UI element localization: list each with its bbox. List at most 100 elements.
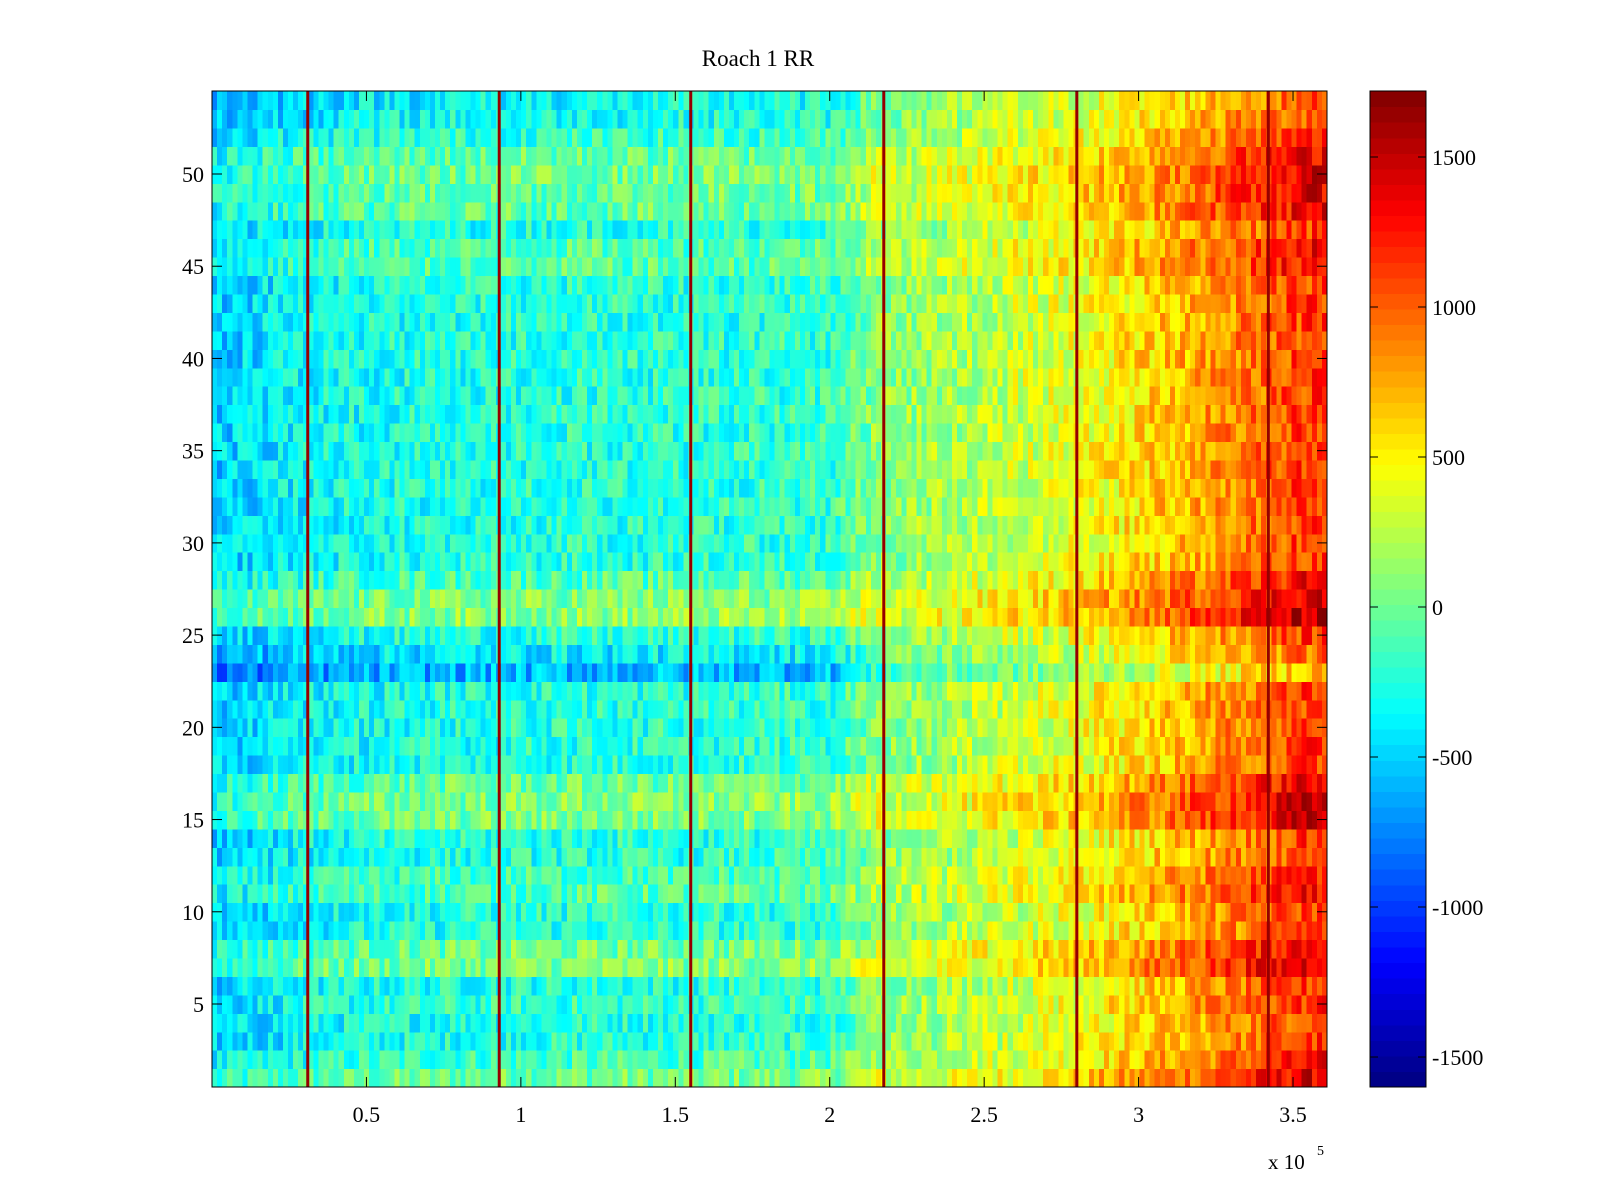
heatmap-cell [820, 1068, 826, 1088]
heatmap-cell [1017, 699, 1024, 719]
heatmap-cell [566, 1068, 573, 1088]
heatmap-cell [571, 994, 578, 1014]
heatmap-cell [546, 884, 553, 904]
heatmap-cell [348, 662, 355, 682]
heatmap-cell [810, 699, 816, 719]
heatmap-cell [957, 1050, 963, 1070]
heatmap-cell [1098, 939, 1105, 959]
heatmap-cell [972, 847, 978, 867]
heatmap-cell [987, 662, 994, 682]
heatmap-cell [1124, 1068, 1130, 1088]
heatmap-cell [217, 865, 223, 885]
heatmap-cell [734, 921, 740, 941]
heatmap-cell [825, 736, 831, 756]
heatmap-cell [318, 884, 325, 904]
heatmap-cell [1048, 921, 1054, 941]
heatmap-cell [440, 921, 446, 941]
heatmap-cell [490, 976, 497, 996]
heatmap-cell [1256, 865, 1262, 885]
heatmap-cell [840, 865, 847, 885]
heatmap-cell [303, 921, 309, 941]
heatmap-cell [1164, 902, 1171, 922]
heatmap-cell [1033, 1068, 1039, 1088]
heatmap-cell [597, 699, 603, 719]
heatmap-cell [374, 1068, 380, 1088]
heatmap-cell [1119, 902, 1125, 922]
heatmap-cell [840, 939, 847, 959]
heatmap-cell [840, 976, 847, 996]
heatmap-cell [358, 810, 365, 830]
heatmap-cell [739, 1031, 745, 1051]
heatmap-cell [1271, 755, 1277, 775]
heatmap-cell [901, 939, 907, 959]
heatmap-cell [647, 1050, 654, 1070]
heatmap-cell [658, 1013, 664, 1033]
heatmap-cell [865, 865, 872, 885]
heatmap-cell [1007, 810, 1014, 830]
heatmap-cell [394, 1050, 401, 1070]
heatmap-cell [647, 1031, 654, 1051]
heatmap-cell [1083, 1068, 1090, 1088]
heatmap-cell [652, 884, 659, 904]
heatmap-cell [1048, 1068, 1054, 1088]
heatmap-cell [1134, 810, 1141, 830]
heatmap-cell [1078, 736, 1085, 756]
heatmap-cell [1098, 1031, 1105, 1051]
heatmap-cell [1053, 1050, 1059, 1070]
heatmap-cell [906, 773, 913, 793]
heatmap-cell [723, 1068, 730, 1088]
heatmap-cell [1104, 681, 1110, 701]
heatmap-cell [561, 994, 568, 1014]
heatmap-cell [1276, 1050, 1282, 1070]
heatmap-cell [1124, 1031, 1130, 1051]
heatmap-cell [663, 902, 669, 922]
heatmap-cell [313, 865, 320, 885]
heatmap-cell [870, 1068, 877, 1088]
heatmap-cell [744, 847, 750, 867]
heatmap-cell [1033, 994, 1039, 1014]
heatmap-cell [698, 699, 705, 719]
heatmap-cell [1124, 755, 1130, 775]
heatmap-cell [967, 884, 973, 904]
heatmap-cell [389, 994, 396, 1014]
heatmap-cell [1007, 828, 1014, 848]
heatmap-cell [511, 847, 517, 867]
heatmap-cell [820, 1050, 826, 1070]
heatmap-cell [318, 736, 325, 756]
heatmap-cell [1215, 939, 1222, 959]
heatmap-cell [1301, 847, 1308, 867]
heatmap-cell [561, 865, 568, 885]
heatmap-cell [546, 847, 553, 867]
heatmap-cell [379, 681, 385, 701]
heatmap-cell [364, 1050, 370, 1070]
heatmap-cell [997, 1013, 1004, 1033]
heatmap-cell [744, 828, 750, 848]
heatmap-cell [212, 884, 218, 904]
heatmap-cell [1291, 773, 1298, 793]
heatmap-cell [551, 810, 558, 830]
heatmap-cell [1225, 828, 1232, 848]
heatmap-cell [1149, 718, 1156, 738]
heatmap-cell [896, 921, 902, 941]
heatmap-cell [1109, 847, 1115, 867]
heatmap-cell [227, 921, 233, 941]
heatmap-cell [404, 994, 411, 1014]
heatmap-cell [1083, 1013, 1090, 1033]
heatmap-cell [516, 865, 522, 885]
heatmap-cell [551, 1068, 558, 1088]
heatmap-cell [277, 755, 284, 775]
heatmap-cell [384, 976, 390, 996]
heatmap-cell [364, 828, 370, 848]
heatmap-cell [936, 828, 943, 848]
heatmap-cell [1250, 810, 1257, 830]
heatmap-cell [713, 736, 720, 756]
heatmap-cell [683, 662, 690, 682]
heatmap-cell [323, 1013, 330, 1033]
heatmap-cell [713, 828, 720, 848]
heatmap-cell [1195, 1050, 1201, 1070]
heatmap-cell [1134, 1031, 1141, 1051]
heatmap-cell [794, 884, 801, 904]
heatmap-cell [1114, 957, 1120, 977]
heatmap-cell [455, 865, 461, 885]
heatmap-cell [399, 1068, 406, 1088]
